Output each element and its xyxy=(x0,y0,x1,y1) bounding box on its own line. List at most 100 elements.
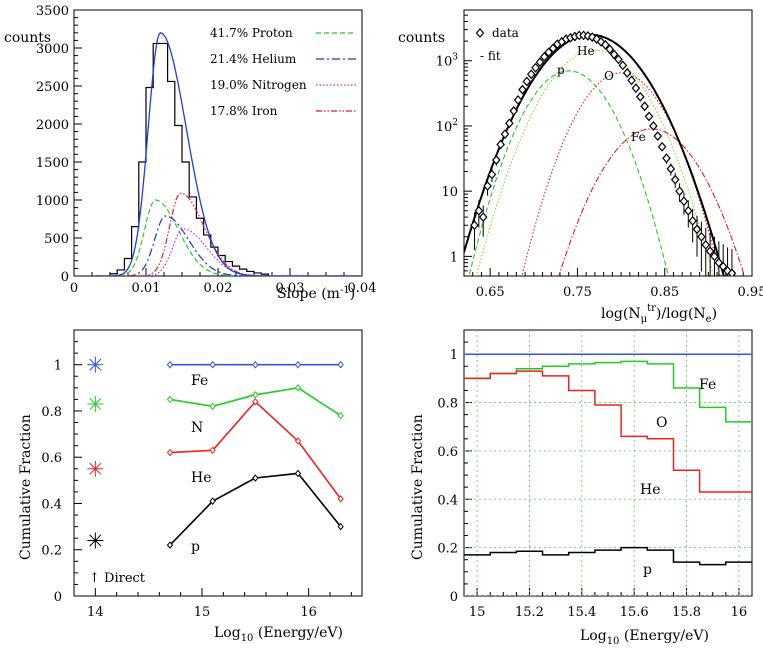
data-point xyxy=(653,131,663,141)
x-tick-label: 15.4 xyxy=(567,605,596,620)
data-point-fe xyxy=(209,360,216,369)
series-label-he: He xyxy=(191,470,212,486)
y-axis-label: counts xyxy=(4,30,51,46)
direct-asterisk-marker xyxy=(87,356,104,373)
data-point xyxy=(487,169,497,180)
x-tick-label: 0.75 xyxy=(563,285,592,300)
plot-frame xyxy=(463,329,753,597)
y-tick-label: 1 xyxy=(450,348,458,363)
panel-cumulative-fraction-steps: 15 15.2 15.4 15.6 15.8 16 0 0.2 0.4 0.6 0.8 1 Fe O He… xyxy=(410,329,753,647)
y-tick-label: 3000 xyxy=(36,42,69,57)
histogram-steps xyxy=(109,42,269,276)
x-tick-label: 0.01 xyxy=(132,281,161,296)
data-point-he xyxy=(209,446,216,455)
axis-ticks: 15 15.2 15.4 15.6 15.8 16 0 0.2 0.4 0.6 0.8 1 xyxy=(437,341,748,620)
x-axis-label: log(Nμtr)/log(Ne) xyxy=(601,303,717,325)
direct-label: ↑ Direct xyxy=(89,571,146,586)
data-point xyxy=(614,54,623,65)
data-point-n xyxy=(337,411,344,420)
data-point xyxy=(496,139,505,150)
data-point xyxy=(649,121,658,131)
data-point xyxy=(714,257,724,268)
panel-slope-histogram: 0 0.01 0.02 0.03 0.04 0 500 1000 1500 2000 2500 300… xyxy=(4,4,376,302)
component-curve-o xyxy=(521,72,721,276)
data-point xyxy=(601,39,610,50)
plot-area: p He O Fe xyxy=(464,30,746,276)
plot-frame xyxy=(73,9,363,277)
x-tick-label: 15.8 xyxy=(672,605,701,620)
series-label-n: N xyxy=(191,420,203,436)
y-tick-label: 0.4 xyxy=(437,493,458,508)
data-point xyxy=(618,60,628,71)
x-tick-label: 15.2 xyxy=(515,605,544,620)
asterisk-stroke xyxy=(89,398,102,411)
data-point xyxy=(535,57,545,68)
data-point xyxy=(670,174,680,185)
y-tick-label: 2000 xyxy=(36,118,69,133)
component-curve-he xyxy=(475,49,714,276)
y-tick-label: 10 xyxy=(441,185,458,200)
y-axis-label: counts xyxy=(398,30,445,46)
y-tick-label: 103 xyxy=(436,53,459,70)
data-point xyxy=(727,268,737,276)
data-point-n xyxy=(252,390,259,399)
plot-area: Fe O He p xyxy=(464,330,752,596)
x-tick-label: 0.65 xyxy=(476,285,505,300)
data-point xyxy=(483,181,492,191)
data-point xyxy=(635,91,645,102)
data-point xyxy=(640,101,649,112)
data-point xyxy=(539,51,549,62)
data-point xyxy=(474,205,484,216)
data-point xyxy=(513,95,523,105)
data-point xyxy=(491,155,501,165)
series-label-fe: Fe xyxy=(191,373,208,389)
legend-label-iron: 17.8% Iron xyxy=(210,104,278,118)
y-tick-label: 2500 xyxy=(36,80,69,95)
data-point xyxy=(697,231,706,242)
x-tick-label: 0.03 xyxy=(276,281,305,296)
series-label-o: O xyxy=(656,415,667,431)
data-point xyxy=(622,68,632,78)
direct-asterisk-marker xyxy=(87,396,104,413)
y-tick-label: 0.8 xyxy=(41,405,62,420)
data-point-fe xyxy=(166,360,174,369)
component-label-p: p xyxy=(557,63,565,77)
x-tick-label: 15 xyxy=(194,605,211,620)
legend-label-fit: - fit xyxy=(480,49,501,63)
component-curve-fe xyxy=(558,128,746,276)
data-point-he xyxy=(337,495,344,503)
y-axis-label: Cumulative Fraction xyxy=(410,414,426,560)
total-fit-curve xyxy=(95,32,362,276)
y-tick-label: 0 xyxy=(54,590,62,605)
y-tick-label: 0.8 xyxy=(437,397,458,412)
data-point xyxy=(609,49,619,60)
x-axis-label: Log10 (Energy/eV) xyxy=(214,625,343,644)
data-point xyxy=(470,220,479,231)
data-point xyxy=(657,141,667,152)
data-point xyxy=(505,118,514,129)
data-point xyxy=(627,75,636,86)
data-point xyxy=(587,32,597,43)
x-tick-label: 16 xyxy=(731,605,748,620)
data-point xyxy=(679,196,689,207)
data-point xyxy=(710,251,719,262)
legend-label-proton: 41.7% Proton xyxy=(210,26,293,40)
data-point xyxy=(548,43,558,54)
x-tick-label: 0.02 xyxy=(204,281,233,296)
data-point xyxy=(478,212,488,223)
data-point-p xyxy=(337,522,344,531)
step-line-he xyxy=(464,370,752,493)
data-point-n xyxy=(209,402,216,411)
component-curve-helium xyxy=(95,215,362,276)
data-point xyxy=(701,239,711,250)
legend-label-nitrogen: 19.0% Nitrogen xyxy=(210,78,307,92)
y-tick-label: 500 xyxy=(44,232,69,247)
x-tick-label: 0.85 xyxy=(650,285,679,300)
legend: 41.7% Proton 21.4% Helium 19.0% Nitrogen 17… xyxy=(210,26,356,118)
component-label-he: He xyxy=(577,44,595,58)
x-tick-label: 0 xyxy=(70,281,78,296)
data-point xyxy=(631,83,641,94)
y-tick-label: 0 xyxy=(450,590,458,605)
total-fit-curve xyxy=(464,33,725,276)
